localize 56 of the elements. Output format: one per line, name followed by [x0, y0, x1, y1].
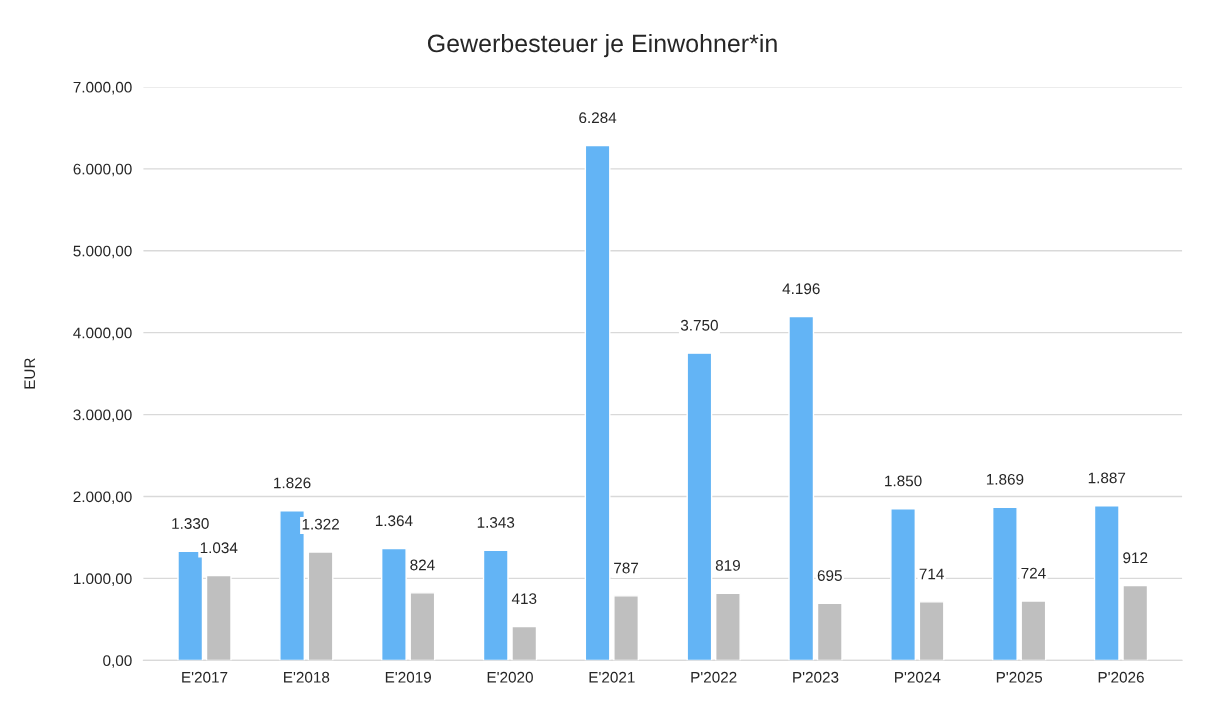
bar: [918, 601, 945, 661]
data-label: 714: [919, 568, 944, 580]
data-label: 1.869: [986, 473, 1024, 485]
y-tick-label: 6.000,00: [73, 163, 132, 177]
bar: [816, 602, 843, 661]
x-tick-label: P'2023: [793, 671, 839, 683]
data-label: 6.284: [579, 112, 617, 124]
data-label: 1.887: [1088, 472, 1126, 484]
y-tick-label: 4.000,00: [73, 327, 132, 341]
bar: [482, 549, 509, 661]
bar: [686, 352, 713, 661]
x-tick-label: P'2026: [1098, 671, 1144, 683]
x-tick-label: E'2021: [589, 671, 635, 683]
y-tick-label: 0,00: [103, 655, 132, 668]
data-label: 1.330: [172, 518, 209, 529]
data-label: 1.322: [302, 518, 339, 530]
x-tick-label: E'2017: [182, 671, 228, 683]
y-axis-title: EUR: [24, 358, 36, 389]
bar: [1020, 600, 1047, 661]
data-label: 3.750: [680, 319, 718, 331]
data-label: 724: [1021, 567, 1046, 579]
chart-title: Gewerbesteuer je Einwohner*in: [427, 33, 777, 58]
data-label: 912: [1123, 552, 1148, 564]
data-label: 1.826: [274, 477, 311, 489]
data-label: 1.343: [477, 517, 515, 528]
bar: [205, 574, 232, 661]
bar: [511, 625, 538, 661]
y-tick-label: 5.000,00: [73, 245, 132, 259]
bar: [409, 592, 436, 661]
bar: [1122, 584, 1149, 661]
data-label: 1.364: [375, 515, 413, 527]
bar: [380, 547, 407, 661]
bar: [715, 592, 741, 661]
bar: [584, 144, 611, 661]
y-tick-label: 1.000,00: [73, 573, 132, 586]
data-label: 413: [511, 593, 537, 605]
x-tick-label: P'2024: [895, 671, 941, 683]
x-tick-label: E'2018: [284, 671, 330, 683]
bar: [613, 595, 640, 661]
data-label: 695: [817, 570, 842, 581]
x-tick-label: E'2020: [487, 671, 533, 683]
bar: [1093, 505, 1120, 661]
data-label: 824: [410, 559, 435, 571]
y-tick-label: 2.000,00: [73, 491, 132, 504]
data-label: 1.850: [885, 475, 922, 487]
bar: [307, 551, 334, 661]
data-label: 787: [614, 562, 639, 574]
data-label: 1.034: [200, 542, 238, 554]
data-label: 4.196: [782, 283, 820, 295]
y-tick-label: 7.000,00: [73, 81, 132, 95]
x-tick-label: E'2019: [385, 671, 431, 683]
data-label: 819: [715, 559, 740, 571]
bar: [788, 315, 815, 661]
x-tick-label: P'2025: [996, 671, 1043, 683]
x-tick-label: P'2022: [691, 671, 737, 683]
y-tick-label: 3.000,00: [73, 409, 132, 423]
